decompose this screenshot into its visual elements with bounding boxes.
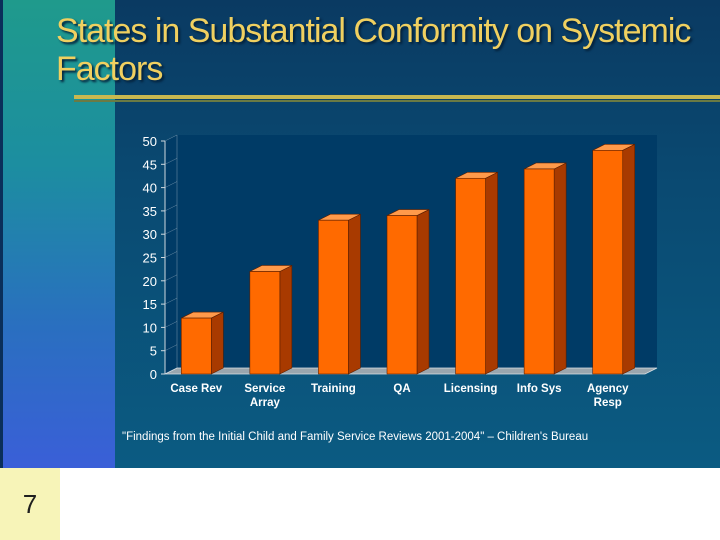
y-tick-diag (164, 134, 178, 142)
y-tick-label: 15 (143, 297, 157, 312)
source-note: "Findings from the Initial Child and Fam… (122, 431, 589, 443)
x-tick-label: Info Sys (517, 383, 562, 395)
bar-side (553, 162, 567, 375)
bar-side (279, 264, 293, 375)
y-tick-label: 35 (143, 204, 157, 219)
slide-title: States in Substantial Conformity on Syst… (56, 12, 691, 88)
bar (592, 150, 624, 375)
page-number: 7 (0, 468, 60, 540)
y-tick-label: 0 (150, 367, 157, 382)
x-tick-label: Service (244, 383, 285, 395)
y-tick-diag (164, 274, 178, 282)
y-tick-label: 5 (150, 344, 157, 359)
y-tick-diag (164, 344, 178, 351)
bar-side (485, 171, 498, 375)
slide-footer (0, 468, 720, 540)
y-tick-diag (164, 158, 178, 165)
left-band-edge (0, 0, 3, 468)
y-tick-diag (164, 204, 178, 212)
bar (523, 168, 555, 375)
y-tick-label: 50 (143, 134, 157, 149)
y-tick-diag (164, 227, 178, 235)
x-tick-label: Resp (594, 397, 622, 409)
y-tick-diag (164, 181, 178, 188)
x-tick-label: QA (393, 383, 410, 395)
bar (180, 317, 212, 375)
title-divider-shadow (74, 100, 720, 102)
y-tick-diag (164, 297, 178, 305)
bar (386, 215, 418, 375)
y-tick-label: 30 (143, 227, 157, 242)
x-tick-label: Training (311, 383, 356, 395)
y-tick-label: 45 (143, 157, 157, 172)
y-tick-label: 20 (143, 274, 157, 289)
y-tick-label: 40 (143, 181, 157, 196)
y-tick-label: 10 (143, 320, 157, 335)
x-tick-label: Agency (587, 383, 629, 395)
y-tick-label: 25 (143, 251, 157, 266)
bar-side (622, 143, 636, 375)
title-divider (74, 95, 720, 99)
bar-side (348, 213, 361, 375)
x-tick-label: Case Rev (170, 383, 222, 395)
x-tick-label: Licensing (444, 383, 498, 395)
left-accent-band (0, 0, 115, 468)
bar (318, 219, 349, 375)
bar (455, 177, 486, 375)
x-tick-label: Array (250, 397, 281, 409)
y-tick-diag (164, 321, 178, 328)
bar-side (210, 311, 224, 375)
y-tick-diag (164, 367, 178, 375)
bar-side (416, 209, 430, 375)
bar (249, 271, 281, 375)
y-tick-diag (164, 251, 178, 258)
bar-chart: 0 5 10 15 20 25 30 35 40 45 50 Case Rev Service Array… (143, 134, 658, 409)
